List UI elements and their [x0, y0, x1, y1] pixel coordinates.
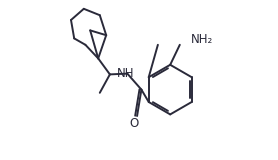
- Text: O: O: [129, 117, 138, 130]
- Text: NH₂: NH₂: [190, 33, 213, 46]
- Text: NH: NH: [117, 67, 134, 80]
